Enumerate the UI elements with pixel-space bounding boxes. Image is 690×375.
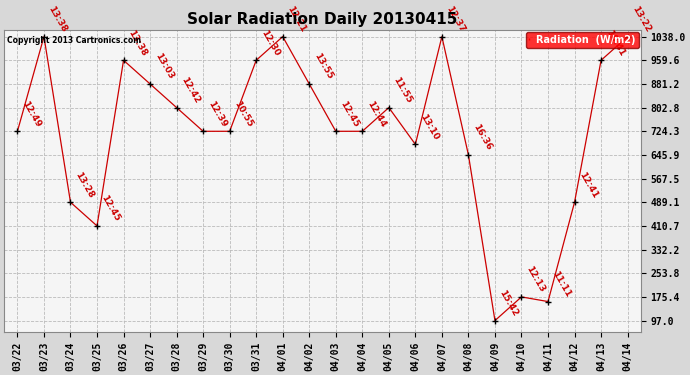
Text: 12:13: 12:13	[524, 265, 546, 294]
Text: 12:41: 12:41	[578, 170, 600, 200]
Text: 12:45: 12:45	[339, 99, 361, 129]
Text: 13:38: 13:38	[126, 28, 148, 57]
Text: 12:21: 12:21	[286, 4, 308, 34]
Text: 12:30: 12:30	[259, 28, 281, 57]
Text: 15:42: 15:42	[497, 288, 520, 318]
Text: 13:38: 13:38	[47, 4, 69, 34]
Text: 12:42: 12:42	[179, 75, 201, 105]
Text: 13:55: 13:55	[312, 52, 334, 81]
Text: 11:11: 11:11	[551, 270, 573, 299]
Text: 12:39: 12:39	[206, 99, 228, 129]
Title: Solar Radiation Daily 20130415: Solar Radiation Daily 20130415	[187, 12, 457, 27]
Text: 10:55: 10:55	[233, 99, 255, 129]
Text: 12:49: 12:49	[20, 99, 43, 129]
Text: 12:45: 12:45	[100, 194, 122, 223]
Text: 13:03: 13:03	[153, 52, 175, 81]
Text: 13:28: 13:28	[73, 170, 95, 200]
Text: 16:36: 16:36	[471, 123, 493, 152]
Text: 10:41: 10:41	[604, 28, 626, 57]
Legend: Radiation  (W/m2): Radiation (W/m2)	[526, 32, 639, 48]
Text: 11:55: 11:55	[392, 75, 414, 105]
Text: Copyright 2013 Cartronics.com: Copyright 2013 Cartronics.com	[8, 36, 141, 45]
Text: 13:22: 13:22	[631, 4, 653, 34]
Text: 12:44: 12:44	[365, 99, 387, 129]
Text: 13:10: 13:10	[418, 112, 440, 142]
Text: 12:37: 12:37	[444, 4, 467, 34]
